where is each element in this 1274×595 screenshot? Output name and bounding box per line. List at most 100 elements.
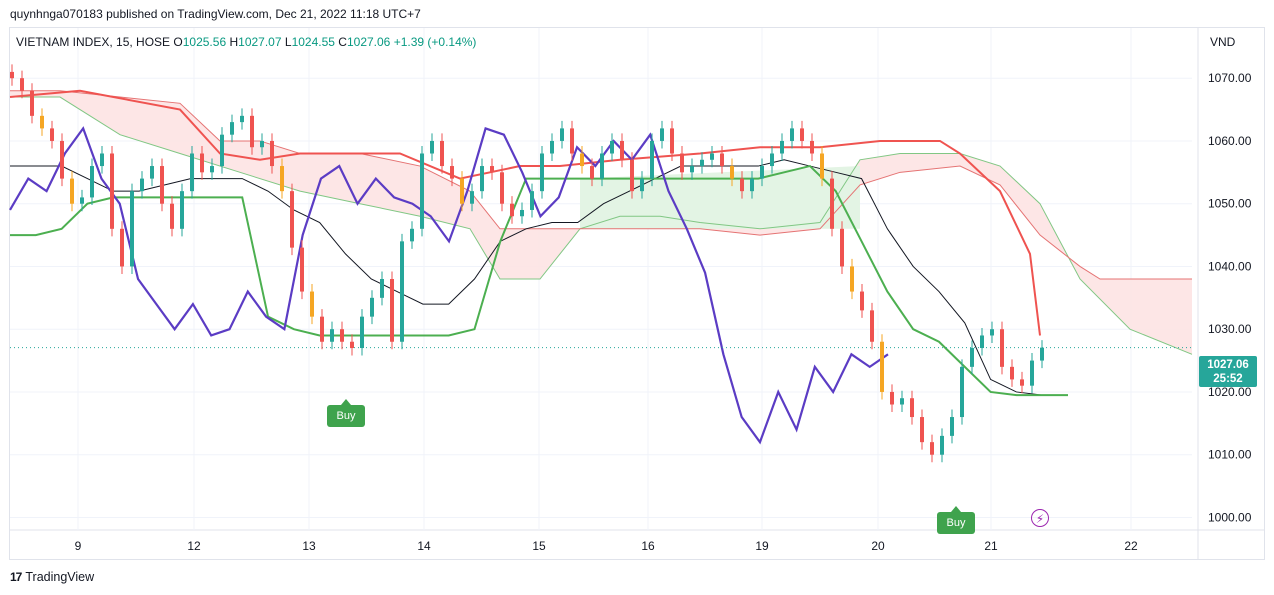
x-tick-label: 12	[187, 539, 201, 553]
candle-body	[420, 153, 424, 229]
span-a-line	[10, 96, 1193, 355]
y-tick-label: 1040.00	[1208, 259, 1252, 273]
candle-body	[170, 203, 174, 229]
brand-label: TradingView	[25, 570, 95, 584]
candle-body	[50, 128, 54, 141]
candle-body	[730, 166, 734, 179]
candle-body	[310, 291, 314, 317]
candle-body	[480, 166, 484, 192]
candle-body	[910, 398, 914, 418]
candle-body	[870, 310, 874, 342]
high-value: 1027.07	[238, 35, 282, 49]
candle-body	[660, 128, 664, 141]
close-label: C	[338, 35, 347, 49]
candle-body	[370, 297, 374, 317]
y-tick-label: 1060.00	[1208, 134, 1252, 148]
candle-body	[750, 178, 754, 192]
kijun-line	[10, 164, 1068, 397]
x-tick-label: 20	[871, 539, 885, 553]
tradingview-logo-icon: 17	[10, 570, 22, 584]
candle-body	[960, 366, 964, 418]
candle-body	[390, 279, 394, 342]
last-price-value: 1027.06	[1207, 359, 1249, 371]
low-label: L	[284, 35, 292, 49]
x-tick-label: 21	[984, 539, 998, 553]
candle-body	[900, 398, 904, 405]
candle-body	[810, 140, 814, 154]
low-value: 1024.55	[291, 35, 335, 49]
y-tick-label: 1020.00	[1208, 385, 1252, 399]
span-line-red	[9, 89, 1041, 336]
x-tick-label: 15	[532, 539, 546, 553]
open-value: 1025.56	[182, 35, 227, 49]
tenkan-line	[10, 159, 1068, 396]
change-value: +1.39 (+0.14%)	[393, 35, 477, 49]
candle-body	[1020, 379, 1024, 386]
candle-body	[430, 140, 434, 154]
x-tick-label: 14	[417, 539, 431, 553]
candle-body	[600, 153, 604, 179]
y-tick-label: 1010.00	[1208, 448, 1252, 462]
candle-body	[970, 348, 974, 367]
candle-body	[650, 140, 654, 179]
oscillator-line	[9, 126, 889, 445]
x-tick-label: 13	[302, 539, 316, 553]
tradingview-brand[interactable]: 17 TradingView	[10, 570, 94, 584]
candle-body	[30, 90, 34, 116]
candle-body	[230, 122, 234, 135]
candle-body	[530, 191, 534, 210]
publisher-line: quynhnga070183 published on TradingView.…	[10, 7, 421, 21]
x-tick-label: 22	[1124, 539, 1138, 553]
candle-body	[860, 291, 864, 311]
ichimoku-cloud	[10, 90, 1193, 355]
buy-signal-2[interactable]: Buy	[937, 506, 975, 534]
y-tick-label: 1070.00	[1208, 71, 1252, 85]
ohlc-legend: VIETNAM INDEX, 15, HOSE O1025.56 H1027.0…	[16, 35, 476, 49]
candle-body	[80, 197, 84, 204]
candle-body	[350, 341, 354, 349]
candle-body	[150, 166, 154, 179]
candle-body	[340, 329, 344, 342]
candle-body	[1030, 360, 1034, 386]
y-tick-label: 1030.00	[1208, 322, 1252, 336]
candle-body	[680, 153, 684, 173]
candle-body	[560, 128, 564, 141]
candle-body	[590, 166, 594, 179]
candle-body	[940, 435, 944, 455]
candle-body	[570, 128, 574, 154]
candle-body	[880, 341, 884, 392]
candle-body	[470, 191, 474, 204]
symbol-label[interactable]: VIETNAM INDEX, 15, HOSE	[16, 35, 171, 49]
candle-body	[640, 178, 644, 192]
candle-body	[890, 391, 894, 405]
candle-body	[410, 228, 414, 242]
buy-signal-1[interactable]: Buy	[327, 399, 365, 427]
candle-body	[290, 191, 294, 248]
chart-frame	[9, 27, 1265, 560]
candle-body	[520, 209, 524, 217]
candle-body	[990, 329, 994, 336]
candle-body	[620, 140, 624, 160]
candle-body	[610, 140, 614, 154]
candle-body	[380, 279, 384, 298]
candle-body	[140, 178, 144, 192]
candle-body	[830, 178, 834, 229]
x-tick-label: 9	[75, 539, 82, 553]
candle-body	[670, 128, 674, 154]
candle-body	[460, 178, 464, 204]
candle-body	[220, 134, 224, 167]
candle-body	[510, 203, 514, 217]
candle-body	[710, 153, 714, 160]
candle-body	[440, 140, 444, 167]
candle-body	[330, 329, 334, 342]
candle-body	[60, 140, 64, 179]
lightning-icon[interactable]: ⚡	[1031, 509, 1049, 527]
candle-body	[500, 172, 504, 204]
candle-body	[110, 153, 114, 229]
candle-body	[250, 115, 254, 148]
candle-body	[280, 166, 284, 192]
candle-body	[950, 417, 954, 436]
candle-body	[550, 140, 554, 154]
candle-body	[840, 228, 844, 267]
